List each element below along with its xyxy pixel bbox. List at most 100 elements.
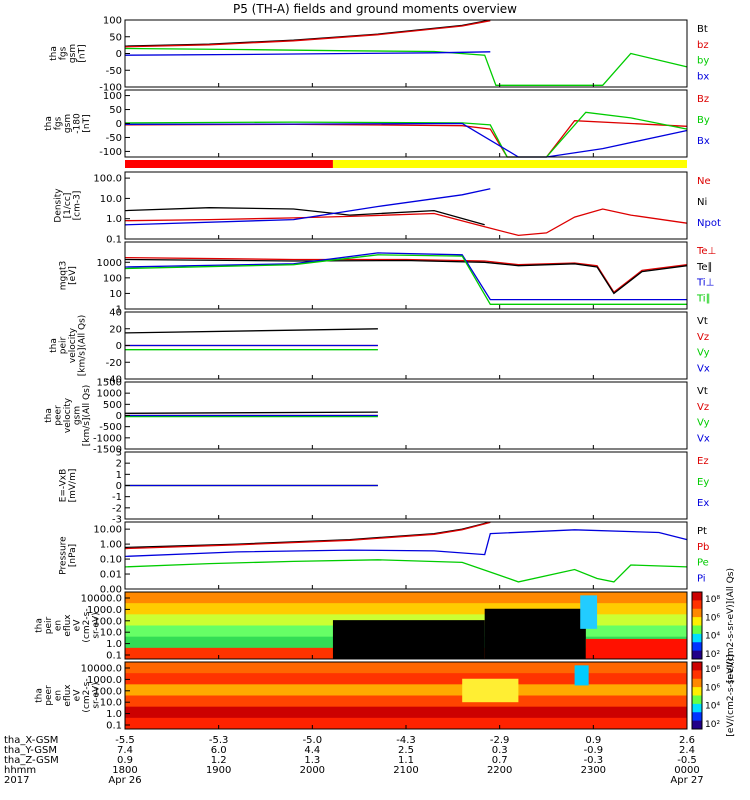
series-line-Te⊥ [124, 256, 688, 294]
y-tick-label: 10.00 [93, 525, 122, 536]
colorbar-title: [eV/(cm2-s-sr-eV)](All Qs) [726, 568, 736, 683]
spectrogram-band [125, 662, 687, 674]
legend-entry: Vz [697, 402, 709, 413]
series-line-Bx [124, 122, 688, 158]
colorbar-segment [692, 617, 702, 626]
z-gsm-tick-label: -0.3 [584, 755, 604, 766]
y-tick-label: 0 [116, 341, 122, 352]
y-axis-label: tha [35, 618, 45, 633]
series-line-Ti∥ [124, 254, 687, 305]
y-axis-label: [nT] [77, 44, 87, 62]
legend-entry: Ey [697, 477, 709, 488]
y-tick-label: 100.0 [93, 686, 122, 697]
y-axis-label: peir [58, 336, 68, 354]
y-axis-label: [nT] [82, 114, 92, 132]
colorbar-segment [692, 662, 702, 671]
start-date-label: Apr 26 [108, 775, 141, 786]
y-axis-label: tha [44, 116, 54, 131]
colorbar-segment [692, 678, 702, 688]
spectrogram-band [462, 678, 519, 703]
x-gsm-tick-label: 0.9 [585, 735, 601, 746]
y-tick-label: -500 [99, 422, 122, 433]
y-tick-label: 10000.0 [81, 664, 122, 675]
colorbar-title: [eV/(cm2-s-sr-eV)] [726, 654, 736, 736]
y-tick-label: -50 [106, 133, 122, 144]
x-gsm-tick-label: -2.9 [490, 735, 510, 746]
series-line-Vt [124, 411, 378, 414]
series-line-Vt [124, 328, 378, 334]
series-line-Npot [124, 188, 491, 226]
y-axis-label: Density [54, 188, 64, 223]
y-tick-label: -100 [99, 83, 122, 94]
y-tick-label: -1 [112, 492, 122, 503]
y-axis-label: peer [44, 685, 54, 706]
y-tick-label: -2 [112, 503, 122, 514]
y-tick-label: 50 [109, 32, 122, 43]
legend-entry: Ti∥ [696, 293, 711, 304]
y-tick-label: -50 [106, 66, 122, 77]
colorbar-segment [692, 703, 702, 713]
series-line-Pb [124, 521, 491, 550]
legend-entry: Npot [697, 218, 721, 229]
x-gsm-tick-label: 2.6 [679, 735, 695, 746]
y-tick-label: 10.0 [100, 194, 122, 205]
z-gsm-tick-label: 1.3 [304, 755, 320, 766]
y-tick-label: 10000.0 [81, 594, 122, 605]
legend-entry: Ni [697, 197, 707, 208]
y-axis-label: sr-eV) [92, 682, 102, 708]
y-axis-label: tha [49, 338, 59, 353]
y-axis-label: [km/s](All Qs) [82, 385, 92, 447]
y-tick-label: 0 [116, 119, 122, 130]
x-axis-row-label: tha_Z-GSM [4, 755, 59, 766]
y-axis-label: [nPa] [68, 544, 78, 567]
y-axis-label: eflux [63, 684, 73, 707]
plot-title: P5 (TH-A) fields and ground moments over… [233, 2, 517, 16]
colorbar-segment [692, 720, 702, 730]
y-tick-label: 0 [116, 49, 122, 60]
y-gsm-tick-label: -0.9 [584, 745, 604, 756]
legend-entry: Ex [697, 498, 709, 509]
time-tick-label: 2300 [581, 765, 606, 776]
y-tick-label: 1.0 [106, 639, 122, 650]
y-axis-label: [eV] [68, 266, 78, 285]
legend-entry: Vy [697, 348, 710, 359]
time-tick-label: 1900 [206, 765, 231, 776]
y-tick-label: 2 [116, 459, 122, 470]
end-date-label: Apr 27 [670, 775, 703, 786]
y-tick-label: 1000.0 [87, 605, 122, 616]
y-axis-label: (cm2-s- [82, 608, 92, 642]
colorbar-segment [692, 650, 702, 660]
y-axis-label: sr-eV) [92, 612, 102, 638]
y-axis-label: gsm [68, 44, 78, 63]
no-data-region [332, 620, 485, 659]
colorbar-segment [692, 633, 702, 643]
y-tick-label: 0.1 [106, 721, 122, 732]
y-axis-label: tha [49, 46, 59, 61]
y-gsm-tick-label: 6.0 [211, 745, 227, 756]
y-tick-label: -40 [106, 375, 122, 386]
y-tick-label: 100.0 [93, 174, 122, 185]
time-tick-label: 1800 [112, 765, 137, 776]
y-tick-label: 20 [109, 324, 122, 335]
y-tick-label: 0.1 [106, 651, 122, 662]
y-tick-label: -20 [106, 358, 122, 369]
colorbar-segment [692, 687, 702, 696]
series-line-By [124, 111, 688, 158]
y-tick-label: 100 [103, 91, 122, 102]
legend-entry: Bz [697, 94, 709, 105]
y-tick-label: 10.0 [100, 698, 122, 709]
y-axis-label: mgqt3 [58, 261, 68, 290]
y-tick-label: 1 [116, 470, 122, 481]
y-axis-label: en [54, 690, 64, 701]
y-gsm-tick-label: 2.4 [679, 745, 695, 756]
y-tick-label: 1500 [97, 378, 122, 389]
spectrogram-band [574, 665, 589, 686]
y-axis-label: gsm [73, 406, 83, 425]
spectrogram-band [125, 603, 687, 615]
y-axis-label: Pressure [58, 536, 68, 575]
legend-entry: Vz [697, 332, 709, 343]
y-tick-label: 0.00 [100, 585, 122, 596]
series-line-Pi [124, 529, 688, 558]
legend-entry: Pi [697, 573, 706, 584]
